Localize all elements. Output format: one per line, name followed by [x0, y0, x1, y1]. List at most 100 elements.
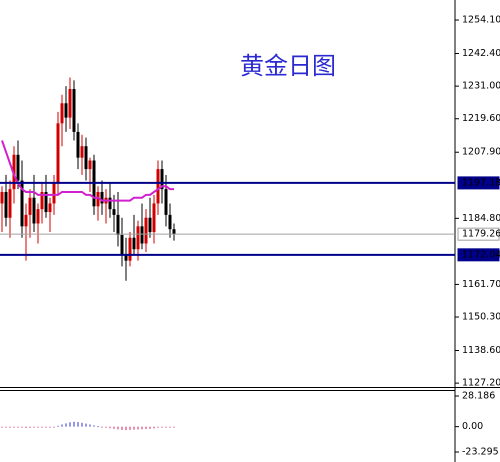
chart-title: 黄金日图	[240, 52, 336, 80]
y-tick-label: 1138.60	[462, 345, 500, 356]
indicator-bar	[41, 426, 43, 428]
indicator-bar	[157, 426, 159, 428]
indicator-tick-label: 0.00	[462, 421, 483, 432]
indicator-bar	[129, 426, 131, 430]
candle-body	[0, 191, 4, 204]
candle-body	[76, 131, 80, 158]
indicator-bar	[17, 426, 19, 428]
candle-body	[124, 254, 128, 261]
candle-body	[156, 169, 160, 204]
moving-average	[1, 140, 174, 202]
indicator-bar	[125, 426, 127, 431]
indicator-bar	[169, 426, 171, 428]
candle-body	[164, 189, 168, 215]
indicator-bar	[141, 426, 143, 430]
y-tick-label: 1231.00	[462, 81, 500, 92]
indicator-bar	[1, 426, 3, 428]
candle-body	[152, 203, 156, 233]
candle-body	[4, 191, 8, 218]
y-tick-label: 1161.70	[462, 279, 500, 290]
candle-body	[128, 237, 132, 261]
indicator-tick-label: -23.295	[462, 446, 499, 457]
indicator-bar	[5, 426, 7, 428]
price-label-box	[457, 227, 500, 241]
indicator-bar	[101, 426, 103, 428]
indicator-bar	[93, 425, 95, 427]
candle-body	[28, 197, 32, 215]
indicator-bar	[33, 426, 35, 428]
indicator-bar	[53, 426, 55, 428]
indicator-tick-label: 28.186	[462, 390, 495, 401]
indicator-bar	[25, 426, 27, 428]
candle-body	[132, 237, 136, 250]
candle-body	[44, 191, 48, 213]
candle-body	[168, 214, 172, 230]
y-tick-label: 1184.80	[462, 213, 500, 224]
indicator-bar	[113, 426, 115, 429]
candle-body	[136, 226, 140, 250]
indicator-bar	[21, 426, 23, 428]
y-tick-label: 1219.60	[462, 113, 500, 124]
indicator-bar	[69, 422, 71, 427]
indicator-bar	[57, 425, 59, 427]
candle-body	[148, 217, 152, 233]
price-label: 1179.26	[462, 229, 500, 240]
indicator-bar	[85, 423, 87, 427]
candle-body	[56, 123, 60, 184]
indicator-bar	[45, 426, 47, 428]
indicator-bar	[149, 426, 151, 429]
candle-body	[116, 214, 120, 235]
candle-body	[48, 203, 52, 213]
indicator-bar	[117, 426, 119, 430]
candle-body	[120, 234, 124, 255]
indicator-bar	[89, 424, 91, 427]
indicator-bar	[77, 422, 79, 427]
indicator-bar	[105, 426, 107, 428]
candle-body	[96, 191, 100, 207]
indicator-bar	[173, 426, 175, 428]
indicator-bar	[29, 426, 31, 428]
indicator-bar	[161, 426, 163, 428]
candle-body	[24, 214, 28, 227]
candle-body	[140, 226, 144, 244]
indicator-bar	[137, 426, 139, 430]
y-tick-label: 1254.10	[462, 15, 500, 26]
indicator-bar	[9, 426, 11, 428]
indicator-bar	[133, 426, 135, 430]
y-tick-label: 1150.30	[462, 312, 500, 323]
indicator-bar	[13, 426, 15, 428]
candle-body	[60, 103, 64, 124]
candle-body	[16, 154, 20, 181]
indicator-bar	[49, 426, 51, 428]
candle-body	[160, 169, 164, 190]
candle-body	[32, 197, 36, 224]
indicator-bar	[109, 426, 111, 429]
candle-body	[100, 191, 104, 204]
candle-body	[8, 189, 12, 218]
y-tick-label: 1242.40	[462, 48, 500, 59]
indicator-bar	[97, 426, 99, 428]
candle-body	[36, 209, 40, 224]
candle-body	[68, 88, 72, 118]
candle-body	[72, 88, 76, 132]
indicator-bar	[145, 426, 147, 430]
candle-body	[112, 209, 116, 215]
candle-body	[172, 229, 176, 235]
y-tick-label: 1127.20	[462, 378, 500, 389]
candle-body	[20, 180, 24, 227]
indicator-bar	[165, 426, 167, 428]
candle-body	[84, 146, 88, 170]
price-label: 1197.18	[462, 177, 500, 188]
y-tick-label: 1207.90	[462, 147, 500, 158]
indicator-bar	[73, 421, 75, 427]
candle-body	[64, 103, 68, 118]
indicator-bar	[153, 426, 155, 429]
price-label-box	[457, 248, 500, 262]
candle-body	[88, 160, 92, 170]
indicator-bar	[81, 422, 83, 427]
indicator-bar	[37, 426, 39, 428]
candle-body	[108, 197, 112, 210]
indicator-bar	[65, 423, 67, 427]
candle-body	[52, 183, 56, 204]
